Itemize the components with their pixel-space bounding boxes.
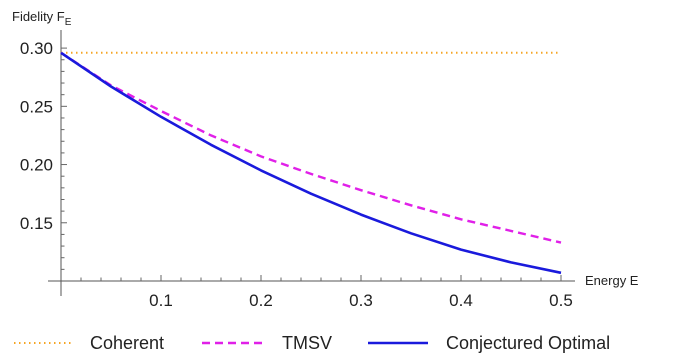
y-tick-label: 0.20 bbox=[20, 156, 53, 175]
x-tick-label: 0.2 bbox=[249, 291, 273, 310]
x-tick-label: 0.3 bbox=[349, 291, 373, 310]
series-line-tmsv bbox=[60, 51, 562, 244]
x-tick-label: 0.5 bbox=[549, 291, 573, 310]
y-axis-title-main: Fidelity F bbox=[12, 9, 65, 24]
legend-label-coherent: Coherent bbox=[90, 333, 164, 353]
series-line-conjectured-optimal bbox=[60, 51, 562, 275]
legend-label-conjectured-optimal: Conjectured Optimal bbox=[446, 333, 610, 353]
y-tick-label: 0.30 bbox=[20, 39, 53, 58]
x-tick-label: 0.1 bbox=[149, 291, 173, 310]
legend: Coherent TMSV Conjectured Optimal bbox=[14, 333, 610, 353]
ticks: 0.1 0.2 0.3 0.4 0.5 0.30 0.25 0.20 0.15 bbox=[20, 39, 573, 310]
axes bbox=[48, 30, 575, 296]
legend-label-tmsv: TMSV bbox=[282, 333, 332, 353]
y-axis-title-subscript: E bbox=[65, 17, 72, 28]
y-axis-title: Fidelity FE bbox=[12, 9, 72, 28]
x-tick-label: 0.4 bbox=[449, 291, 473, 310]
y-tick-label: 0.25 bbox=[20, 97, 53, 116]
x-axis-title: Energy E bbox=[585, 273, 639, 288]
y-tick-label: 0.15 bbox=[20, 214, 53, 233]
series-lines bbox=[60, 51, 562, 275]
